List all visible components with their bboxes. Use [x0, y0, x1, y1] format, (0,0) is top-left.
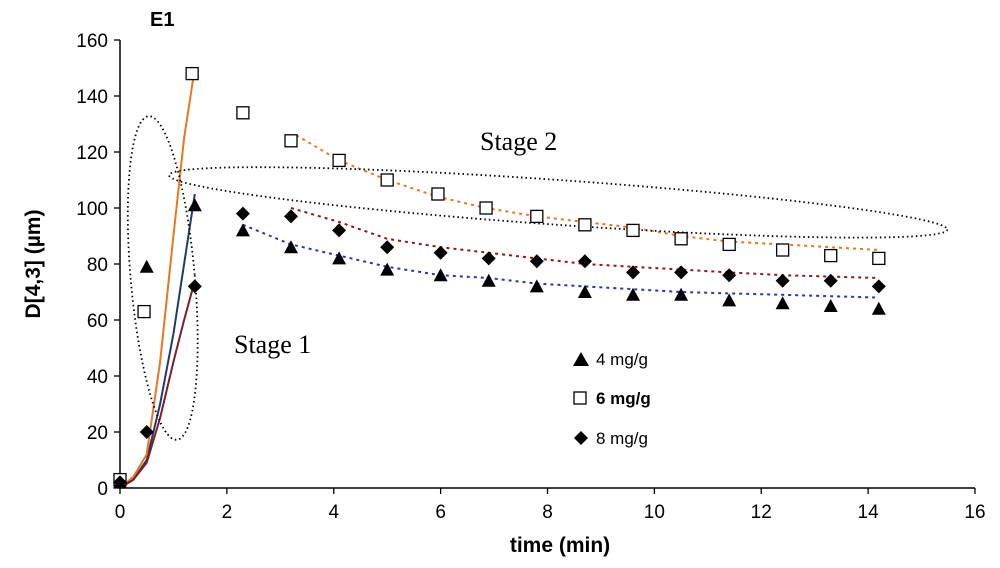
x-tick-label: 2: [222, 502, 233, 523]
point-4mg: [284, 240, 298, 254]
point-6mg: [872, 251, 886, 266]
point-8mg: [235, 206, 250, 221]
point-6mg: [722, 237, 736, 252]
x-tick-label: 10: [644, 502, 665, 523]
stage2-label: Stage 2: [480, 127, 557, 156]
legend-label-6mg: 6 mg/g: [596, 389, 651, 408]
point-6mg: [431, 187, 445, 201]
y-tick-label: 80: [87, 255, 108, 276]
y-ticks: 0 20 40 60 80 100 120 140 160: [76, 31, 120, 500]
point-4mg: [139, 259, 154, 273]
stage1-ellipse: [126, 115, 199, 441]
point-6mg: [775, 243, 790, 257]
y-tick-label: 120: [76, 143, 108, 164]
point-4mg: [871, 301, 886, 315]
stage1-curve-series-1: [119, 67, 196, 489]
x-ticks: 0 2 4 6 8 10 12 14 16: [115, 488, 986, 523]
point-6mg: [479, 201, 493, 215]
point-4mg: [481, 273, 496, 287]
point-4mg: [626, 287, 640, 301]
point-4mg: [433, 268, 448, 282]
point-6mg: [236, 106, 250, 120]
y-tick-label: 160: [76, 31, 108, 52]
point-8mg: [722, 268, 737, 283]
point-4mg: [235, 223, 250, 237]
markers: [113, 66, 886, 490]
x-tick-label: 16: [964, 502, 985, 523]
point-8mg: [481, 251, 496, 266]
point-6mg: [626, 223, 640, 238]
point-4mg: [823, 299, 838, 312]
point-6mg: [530, 209, 544, 224]
x-tick-label: 8: [542, 502, 553, 523]
y-tick-label: 20: [87, 423, 108, 444]
x-tick-label: 4: [328, 502, 339, 523]
point-6mg: [380, 173, 394, 187]
stage1-curve-series-2: [119, 280, 196, 489]
x-axis-title: time (min): [510, 534, 610, 557]
stage2-trend-series-1: [295, 134, 879, 251]
stage1-label: Stage 1: [234, 330, 311, 359]
point-8mg: [113, 475, 127, 490]
point-4mg: [775, 296, 790, 310]
legend: 4 mg/g 6 mg/g 8 mg/g: [573, 350, 651, 448]
point-6mg: [284, 134, 298, 148]
x-tick-label: 0: [115, 502, 126, 523]
x-tick-label: 6: [435, 502, 446, 523]
point-8mg: [626, 265, 640, 280]
point-4mg: [674, 287, 689, 301]
legend-label-4mg: 4 mg/g: [596, 350, 648, 369]
x-tick-label: 12: [751, 502, 772, 523]
point-6mg: [185, 66, 199, 81]
point-8mg: [332, 223, 347, 238]
point-6mg: [674, 232, 688, 246]
y-tick-label: 140: [76, 87, 108, 108]
point-4mg: [722, 293, 737, 307]
point-8mg: [380, 240, 395, 255]
ellipses: [126, 115, 949, 441]
legend-marker-square: [573, 391, 587, 405]
point-8mg: [187, 279, 202, 294]
stage1-curve-series-0: [119, 193, 196, 489]
point-8mg: [674, 265, 689, 280]
point-8mg: [823, 273, 838, 288]
point-6mg: [578, 218, 592, 232]
y-tick-label: 100: [76, 199, 108, 220]
point-8mg: [284, 209, 298, 224]
x-tick-label: 14: [858, 502, 880, 523]
point-4mg: [577, 285, 592, 298]
stage2-ellipse: [168, 166, 949, 239]
chart-title: E1: [150, 9, 174, 31]
point-4mg: [332, 251, 347, 265]
y-axis-title: D[4,3] (µm): [22, 210, 45, 319]
point-8mg: [433, 245, 448, 260]
legend-label-8mg: 8 mg/g: [596, 429, 648, 448]
point-6mg: [137, 304, 151, 319]
point-4mg: [187, 198, 202, 212]
point-8mg: [871, 279, 886, 294]
point-8mg: [529, 254, 544, 269]
point-8mg: [577, 254, 592, 269]
legend-marker-triangle: [573, 352, 589, 366]
point-8mg: [139, 425, 154, 439]
point-4mg: [529, 279, 544, 293]
legend-marker-diamond: [574, 431, 588, 445]
point-4mg: [380, 262, 395, 276]
point-8mg: [775, 273, 790, 288]
y-tick-label: 40: [87, 367, 108, 388]
point-6mg: [332, 153, 346, 168]
y-tick-label: 0: [97, 479, 108, 500]
y-tick-label: 60: [87, 311, 108, 332]
point-6mg: [824, 248, 838, 263]
